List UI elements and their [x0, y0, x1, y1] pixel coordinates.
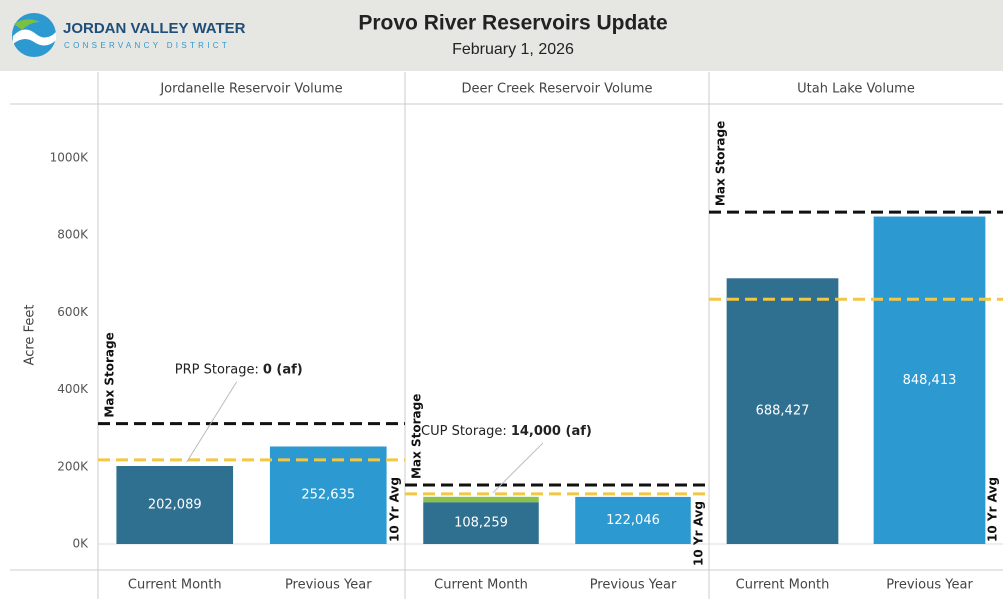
x-tick-label: Current Month — [736, 578, 830, 593]
annotation-leader — [492, 442, 544, 494]
bar — [423, 502, 539, 544]
annotation-label: PRP Storage: — [175, 362, 259, 377]
bar — [726, 278, 839, 544]
annotation-value: 14,000 (af) — [511, 423, 592, 438]
y-tick-label: 200K — [57, 459, 89, 473]
panel-title: Utah Lake Volume — [797, 82, 915, 97]
bar — [575, 496, 691, 544]
value-label: 252,635 — [301, 488, 355, 503]
annotation-label: CUP Storage: — [421, 423, 507, 438]
value-label: 848,413 — [903, 373, 957, 388]
panel-title: Deer Creek Reservoir Volume — [462, 82, 653, 97]
annotation-value: 0 (af) — [263, 362, 303, 377]
page-title: Provo River Reservoirs Update — [358, 12, 667, 35]
storage-segment — [423, 496, 539, 503]
x-tick-label: Current Month — [128, 578, 222, 593]
value-label: 688,427 — [756, 404, 810, 419]
logo-title: JORDAN VALLEY WATER — [63, 20, 246, 37]
logo — [12, 13, 56, 57]
page-subtitle: February 1, 2026 — [452, 41, 574, 58]
annotation-leader — [186, 381, 238, 463]
value-label: 108,259 — [454, 516, 508, 531]
x-tick-label: Previous Year — [886, 578, 973, 593]
x-tick-label: Previous Year — [285, 578, 372, 593]
average-label: 10 Yr Avg — [986, 477, 1000, 542]
y-axis-label: Acre Feet — [23, 305, 38, 366]
average-label: 10 Yr Avg — [692, 501, 706, 566]
x-tick-label: Current Month — [434, 578, 528, 593]
panel-title: Jordanelle Reservoir Volume — [159, 82, 342, 97]
bar — [873, 216, 986, 544]
bar — [116, 466, 234, 544]
y-tick-label: 800K — [57, 228, 89, 242]
y-tick-label: 1000K — [50, 151, 90, 165]
average-label: 10 Yr Avg — [388, 477, 402, 542]
y-tick-label: 600K — [57, 305, 89, 319]
annotation: CUP Storage: 14,000 (af) — [421, 423, 592, 438]
annotation: PRP Storage: 0 (af) — [175, 362, 303, 377]
bar — [269, 446, 387, 544]
max-storage-label: Max Storage — [103, 332, 117, 417]
header-bg — [0, 0, 1003, 71]
logo-subtitle: CONSERVANCY DISTRICT — [64, 41, 230, 50]
value-label: 202,089 — [148, 498, 202, 513]
max-storage-label: Max Storage — [714, 121, 728, 206]
max-storage-label: Max Storage — [410, 394, 424, 479]
value-label: 122,046 — [606, 513, 660, 528]
x-tick-label: Previous Year — [590, 578, 677, 593]
y-tick-label: 0K — [72, 537, 89, 551]
y-tick-label: 400K — [57, 382, 89, 396]
